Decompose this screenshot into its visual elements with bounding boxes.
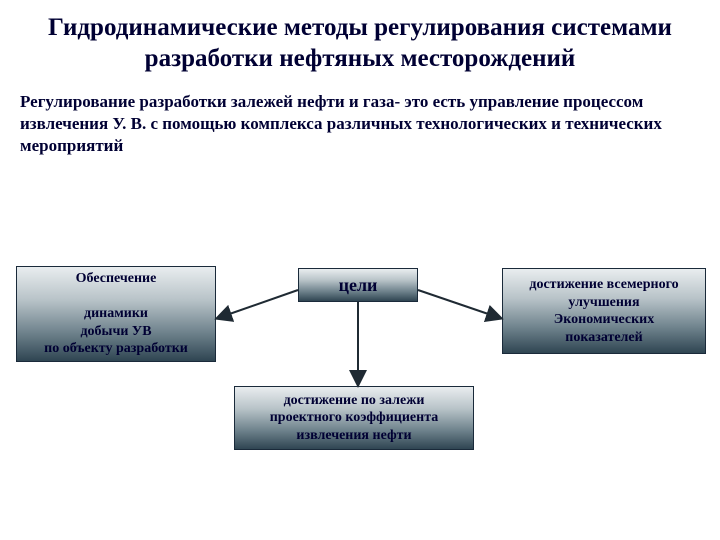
node-left: Обеспечение динамикидобычи УВпо объекту … xyxy=(16,266,216,362)
node-right: достижение всемерногоулучшенияЭкономичес… xyxy=(502,268,706,354)
node-text-line: достижение по залежи xyxy=(284,392,425,410)
node-text-line: Обеспечение xyxy=(76,270,157,288)
edge-arrow xyxy=(418,290,500,318)
node-text-line: улучшения xyxy=(568,294,639,312)
node-goals: цели xyxy=(298,268,418,302)
node-text-line xyxy=(114,288,118,306)
node-text-line: достижение всемерного xyxy=(529,276,678,294)
node-text-line: цели xyxy=(339,274,378,297)
node-text-line: извлечения нефти xyxy=(296,427,411,445)
node-text-line: проектного коэффициента xyxy=(270,409,439,427)
page-title: Гидродинамические методы регулирования с… xyxy=(0,0,720,85)
node-text-line: динамики xyxy=(84,305,148,323)
node-bottom: достижение по залежипроектного коэффицие… xyxy=(234,386,474,450)
node-text-line: Экономических xyxy=(554,311,654,329)
node-text-line: добычи УВ xyxy=(80,323,151,341)
page-subtitle: Регулирование разработки залежей нефти и… xyxy=(0,85,720,157)
node-text-line: по объекту разработки xyxy=(44,340,188,358)
node-text-line: показателей xyxy=(565,329,642,347)
edge-arrow xyxy=(218,290,298,318)
